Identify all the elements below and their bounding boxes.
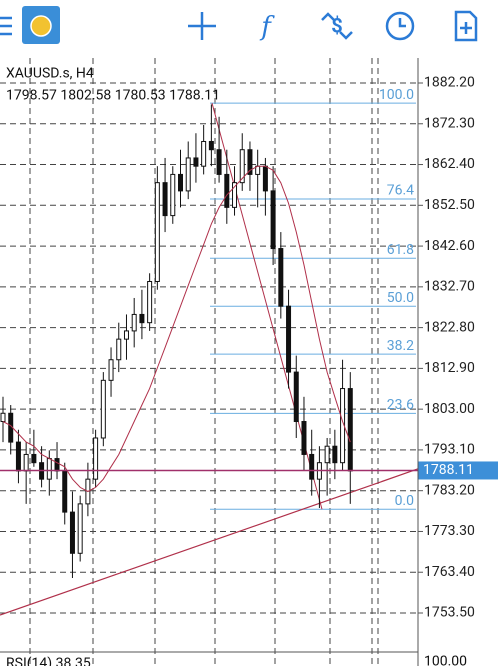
candle-body: [108, 359, 114, 381]
candle-body: [154, 182, 160, 282]
symbol-label: XAUUSD.s, H4: [6, 66, 94, 82]
candle-body: [131, 313, 137, 332]
candle-body: [139, 313, 145, 324]
candle-body: [93, 437, 99, 480]
candle-body: [193, 157, 199, 167]
fib-label: 100.0: [379, 87, 414, 103]
y-tick-label: 1803.00: [424, 401, 475, 417]
moving-average: [2, 165, 351, 493]
ohlc-label: 1798.57 1802.58 1780.53 1788.11: [6, 88, 220, 104]
indicator-scale: 100.00: [424, 654, 467, 666]
y-tick-label: 1763.40: [424, 564, 475, 580]
trade-button[interactable]: $: [321, 12, 353, 40]
fib-label: 61.8: [387, 242, 414, 258]
candle-body: [232, 182, 238, 208]
candle-body: [69, 511, 75, 554]
candle-body: [270, 190, 276, 250]
trend-line: [0, 468, 419, 616]
candle-body: [77, 503, 83, 554]
candle-body: [31, 453, 37, 464]
candle-body: [170, 173, 176, 217]
candle-body: [100, 379, 106, 439]
candle-body: [178, 173, 183, 192]
y-tick-label: 1812.90: [424, 360, 475, 376]
candle-body: [332, 445, 338, 464]
candle-body: [62, 470, 68, 513]
candle-body: [147, 280, 153, 324]
current-price-box: [418, 461, 498, 480]
y-tick-label: 1773.30: [424, 523, 475, 539]
candle-body: [347, 388, 353, 472]
candle-body: [116, 338, 122, 361]
toolbar: f $: [0, 6, 478, 44]
fib-label: 23.6: [387, 397, 414, 413]
y-tick-label: 1832.70: [424, 279, 475, 295]
y-tick-label: 1872.30: [424, 115, 475, 131]
candle-body: [262, 165, 268, 192]
plot-area: [0, 58, 418, 666]
y-tick-label: 1882.20: [424, 75, 475, 91]
y-tick-label: 1862.40: [424, 156, 475, 172]
fib-label: 0.0: [395, 493, 415, 509]
fib-label: 50.0: [387, 290, 414, 306]
fib-label: 76.4: [387, 183, 414, 199]
y-tick-label: 1753.50: [424, 605, 475, 621]
candle-body: [185, 157, 191, 192]
candle-body: [23, 453, 29, 472]
svg-text:$: $: [331, 13, 342, 37]
candle-body: [309, 453, 315, 480]
candle-body: [286, 305, 292, 373]
y-tick-label: 1793.10: [424, 442, 475, 458]
function-button[interactable]: f: [259, 12, 275, 42]
app-icon-logo: [30, 15, 52, 37]
candle-body: [0, 412, 6, 423]
candle-body: [162, 182, 168, 217]
candle-body: [46, 458, 52, 480]
y-tick-label: 1852.50: [424, 197, 475, 213]
history-button[interactable]: [385, 11, 415, 41]
candle-body: [324, 445, 330, 464]
menu-button[interactable]: [0, 16, 12, 36]
crosshair-button[interactable]: [188, 12, 216, 40]
candle-body: [301, 421, 307, 455]
new-order-button[interactable]: [454, 10, 478, 42]
candle-body: [293, 371, 299, 423]
candle-body: [278, 248, 284, 307]
candle-body: [224, 173, 230, 208]
y-tick-label: 1842.60: [424, 238, 475, 254]
y-tick-label: 1783.20: [424, 482, 475, 498]
y-tick-label: 1822.80: [424, 319, 475, 335]
current-price-label: 1788.11: [423, 462, 474, 478]
candle-body: [216, 149, 222, 175]
candle-body: [15, 441, 21, 472]
candle-body: [239, 149, 245, 184]
fib-label: 38.2: [387, 338, 414, 354]
vertical-grid: [29, 58, 379, 666]
indicator-label: RSI(14) 38.35: [6, 656, 91, 666]
candle-body: [201, 140, 207, 167]
candle-body: [208, 140, 214, 151]
candle-body: [54, 458, 60, 472]
candle-body: [247, 149, 253, 175]
candle-body: [123, 330, 129, 340]
